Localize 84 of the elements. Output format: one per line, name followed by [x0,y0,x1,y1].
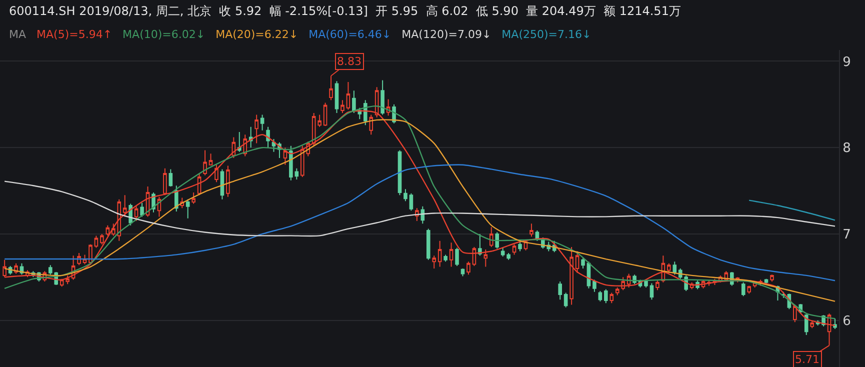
candlestick [294,168,299,180]
candlestick [289,145,293,181]
y-tick-label: 8 [842,141,851,156]
candlestick [581,258,585,270]
candlestick [747,285,751,294]
candlestick [530,223,534,238]
candlestick [260,114,264,131]
candlestick [484,249,488,268]
text: MA(10)=6.02↓ [122,28,206,41]
candlestick [598,290,602,302]
candlestick [495,232,499,250]
text: MA(120)=7.09↓ [402,28,492,41]
candlestick [460,268,465,277]
candlestick [134,206,138,222]
candlestick [833,318,837,330]
candlestick [380,80,384,116]
candlestick [88,244,92,265]
line-series [4,164,836,282]
candlestick [254,114,258,144]
candlestick [100,233,104,245]
text: MA(60)=6.46↓ [308,28,392,41]
annotation: 8.83 [337,55,362,68]
candlestick [106,224,110,236]
candlestick [186,198,190,219]
candlestick [214,164,218,183]
candlestick [404,188,408,202]
candlestick [500,247,505,257]
y-tick-label: 7 [842,228,851,243]
candlestick [615,287,620,296]
y-tick-label: 6 [842,314,851,329]
candlestick [352,90,356,114]
candlestick [518,241,522,252]
candlestick [667,262,671,274]
candlestick [466,261,470,276]
candlestick [340,100,344,114]
candlestick [575,250,580,274]
candlestick [409,192,414,212]
candlestick [449,242,454,268]
candlestick [226,165,230,198]
candlestick [192,192,196,204]
candlestick [208,153,213,166]
candlestick [455,247,459,266]
candlestick [506,252,510,260]
candlestick [604,288,608,304]
candlestick [650,282,654,300]
candlestick [432,255,436,270]
candlestick [334,80,339,114]
candlestick [346,81,350,110]
legend-title: MA [9,28,26,41]
chart-title: 600114.SH 2019/08/13, 周二, 北京 收 5.92 幅 -2.15%[-0.13] 开 5.95 高 6.02 低 5.90 量 204.49万 额 1214.51万 [9,4,681,18]
candlestick [656,280,660,291]
candlestick [140,202,144,218]
candlestick [369,114,374,136]
candlestick [122,194,127,218]
candlestick [793,304,797,323]
candlestick [558,280,562,300]
text: MA(250)=7.16↓ [502,28,592,41]
candlestick [426,228,430,260]
text: MA(5)=5.94↑ [36,28,112,41]
candlestick [237,132,242,152]
line-series [4,180,836,237]
candlestick [804,314,808,336]
candlestick [163,168,167,196]
candlestick [203,150,207,176]
candlestick [94,235,98,248]
annotation: 5.71 [795,353,820,366]
candlestick [444,254,448,262]
candlestick [741,282,746,297]
candlestick [570,246,574,306]
candlestick [168,168,173,187]
candlestick [644,280,648,288]
candlestick [610,292,614,304]
candlestick [672,261,677,276]
candlestick [438,240,442,268]
line-series [748,200,836,221]
candlestick [564,292,568,308]
candlestick [489,226,494,248]
y-tick-label: 9 [842,54,851,70]
candlestick [592,279,596,292]
candlestick [770,274,774,282]
candlestick [512,244,516,256]
candlestick [323,102,328,127]
text: MA(20)=6.22↓ [216,28,298,41]
candlestick [318,114,322,128]
